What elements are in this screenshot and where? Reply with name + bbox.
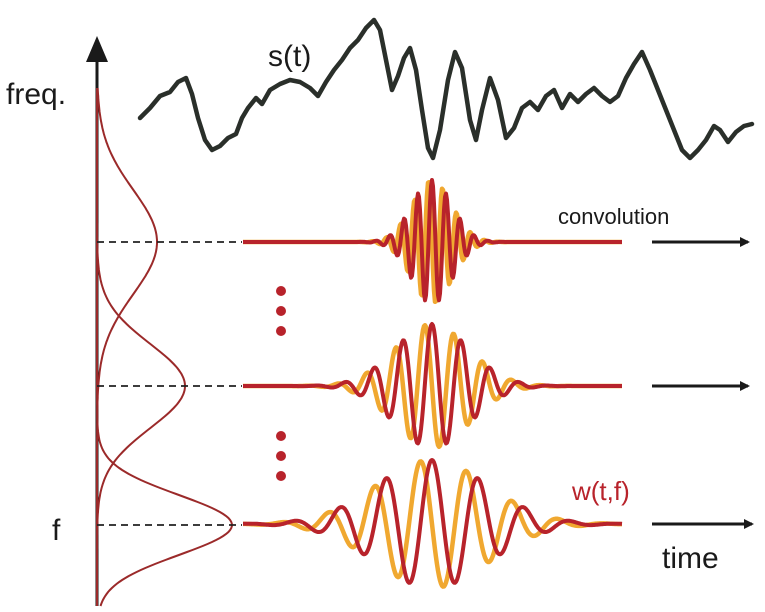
- wavelet-row-low: [241, 458, 624, 589]
- wavelet-imaginary-low: [241, 459, 624, 589]
- wavelet-row-mid: [241, 322, 624, 450]
- wavelet-label: w(t,f): [571, 476, 630, 506]
- frequency-axis-arrowhead: [86, 36, 108, 62]
- ellipsis-dots-lower: [276, 431, 286, 481]
- wavelet-real-low: [242, 458, 623, 585]
- gaussian-curve-high: [96, 87, 158, 606]
- time-axis-label: time: [662, 542, 719, 575]
- wavelet-row-high: [241, 178, 624, 305]
- signal-waveform: [137, 17, 755, 161]
- freq-axis-label: freq.: [6, 78, 66, 111]
- ellipsis-dots-upper: [276, 286, 286, 336]
- f-axis-label: f: [52, 514, 61, 547]
- wavelet-real-high: [242, 178, 623, 303]
- gaussian-curve-mid: [96, 88, 187, 606]
- wavelet-real-mid: [242, 322, 623, 446]
- signal-label: s(t): [268, 40, 311, 73]
- convolution-label: convolution: [558, 204, 669, 229]
- gaussian-curve-low: [96, 88, 233, 607]
